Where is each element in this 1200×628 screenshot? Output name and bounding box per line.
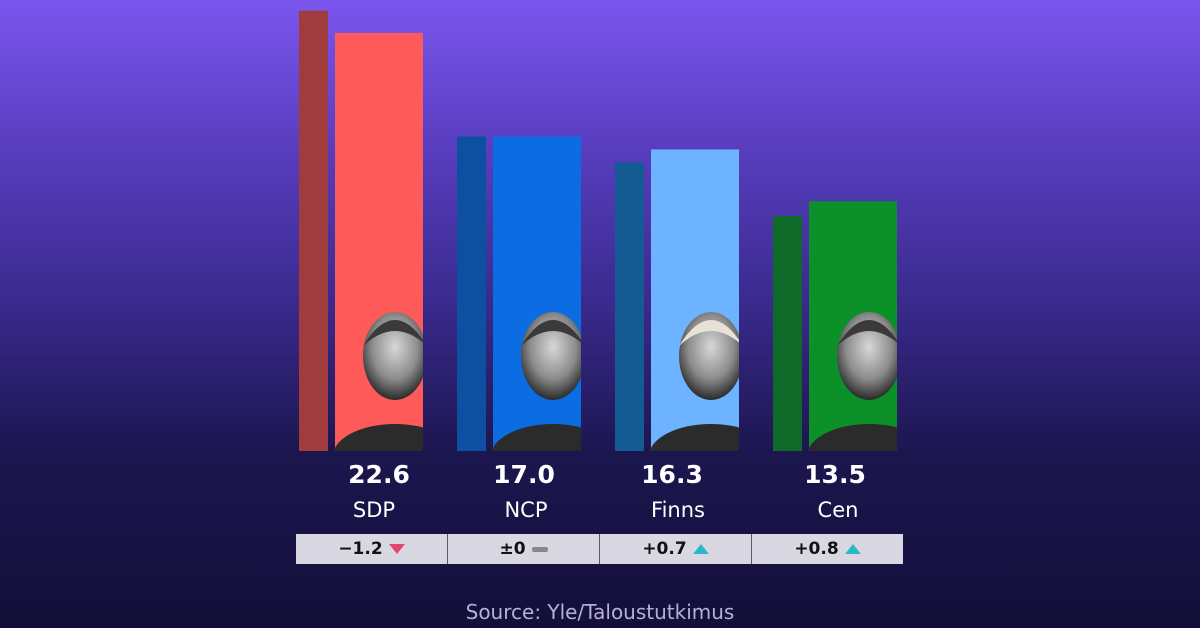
- portrait-ncp: [491, 312, 581, 451]
- change-cell-finns: +0.7: [600, 534, 752, 564]
- source-note: Source: Yle/Taloustutkimus: [465, 600, 735, 624]
- bar-value-ncp: 17.0: [493, 460, 555, 489]
- change-value: ±0: [499, 539, 526, 559]
- bar-value-cen: 13.5: [804, 460, 866, 489]
- flat-dash-icon: [531, 546, 548, 552]
- bar-current-finns: [651, 149, 739, 451]
- portrait-sdp: [333, 312, 423, 451]
- change-value: −1.2: [338, 539, 383, 559]
- bar-value-sdp: 22.6: [348, 460, 410, 489]
- portrait-finns: [649, 312, 739, 451]
- bar-previous-ncp: [457, 136, 486, 451]
- change-value: +0.8: [794, 539, 839, 559]
- category-label-sdp: SDP: [352, 498, 396, 522]
- category-label-ncp: NCP: [504, 498, 548, 522]
- category-label-cen: Cen: [817, 498, 859, 522]
- bar-previous-sdp: [299, 10, 328, 451]
- bar-previous-finns: [615, 162, 644, 451]
- up-arrow-icon: [692, 544, 709, 554]
- bar-previous-cen: [773, 216, 802, 451]
- change-table: −1.2 ±0 +0.7 +0.8: [296, 534, 903, 564]
- change-value: +0.7: [642, 539, 687, 559]
- change-cell-ncp: ±0: [448, 534, 600, 564]
- change-cell-cen: +0.8: [752, 534, 903, 564]
- category-label-finns: Finns: [651, 498, 705, 522]
- change-cell-sdp: −1.2: [296, 534, 448, 564]
- portrait-cen: [807, 312, 897, 451]
- bar-value-finns: 16.3: [641, 460, 703, 489]
- up-arrow-icon: [844, 544, 861, 554]
- down-arrow-icon: [388, 544, 405, 554]
- bar-current-ncp: [493, 136, 581, 451]
